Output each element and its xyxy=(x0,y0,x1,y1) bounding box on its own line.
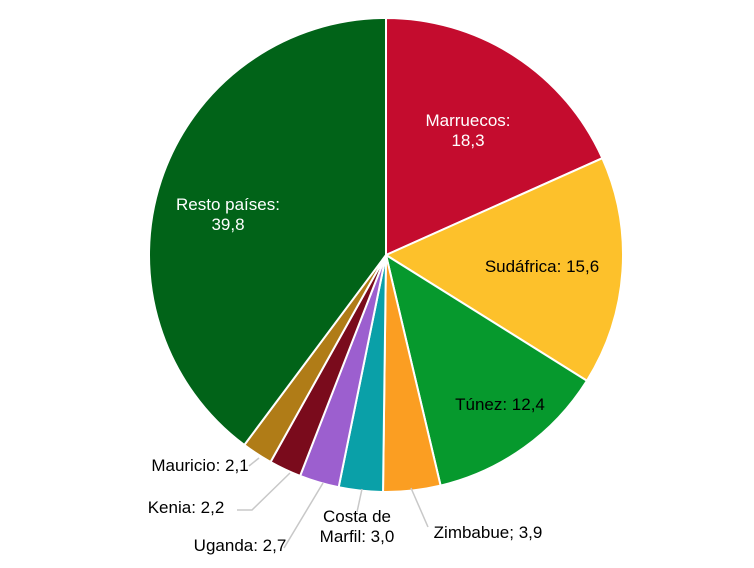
slice-label-kenia: Kenia: 2,2 xyxy=(148,498,225,517)
slice-label-sudafrica: Sudáfrica: 15,6 xyxy=(485,257,599,276)
slice-label-line: Costa de xyxy=(323,507,391,526)
pie-slice-marruecos xyxy=(385,17,604,256)
slice-label-costa-de-marfil: Costa de Marfil: 3,0 xyxy=(320,507,395,546)
slice-label-marruecos: Marruecos: 18,3 xyxy=(425,111,510,150)
slice-label-line: Sudáfrica: 15,6 xyxy=(485,257,599,276)
pie-slice-resto-paises xyxy=(148,17,387,446)
slice-label-line: Zimbabue; 3,9 xyxy=(434,523,543,542)
leader-line-kenia xyxy=(237,472,291,511)
slice-label-uganda: Uganda: 2,7 xyxy=(194,536,287,555)
slice-label-line: Marfil: 3,0 xyxy=(320,527,395,546)
slice-label-zimbabue: Zimbabue; 3,9 xyxy=(434,523,543,542)
slice-labels: Marruecos: 18,3 Sudáfrica: 15,6 Túnez: 12,4… xyxy=(148,111,599,555)
slice-label-line: 39,8 xyxy=(211,215,244,234)
leader-line-costa-de-marfil xyxy=(356,488,363,513)
pie-slice-sudafrica xyxy=(385,157,624,382)
slice-label-line: Kenia: 2,2 xyxy=(148,498,225,517)
leader-line-uganda xyxy=(283,482,324,549)
slice-label-line: Túnez: 12,4 xyxy=(455,395,545,414)
pie-slices xyxy=(148,17,624,493)
slice-label-line: Mauricio: 2,1 xyxy=(151,456,248,475)
slice-label-mauricio: Mauricio: 2,1 xyxy=(151,456,248,475)
leader-lines xyxy=(237,457,429,549)
leader-line-zimbabue xyxy=(410,487,429,528)
slice-label-resto-paises: Resto países: 39,8 xyxy=(176,195,280,234)
slice-label-line: Marruecos: xyxy=(425,111,510,130)
slice-label-line: Resto países: xyxy=(176,195,280,214)
slice-label-line: 18,3 xyxy=(451,131,484,150)
pie-slice-tunez xyxy=(385,254,588,487)
slice-label-line: Uganda: 2,7 xyxy=(194,536,287,555)
leader-line-mauricio xyxy=(248,457,260,467)
slice-label-tunez: Túnez: 12,4 xyxy=(455,395,545,414)
